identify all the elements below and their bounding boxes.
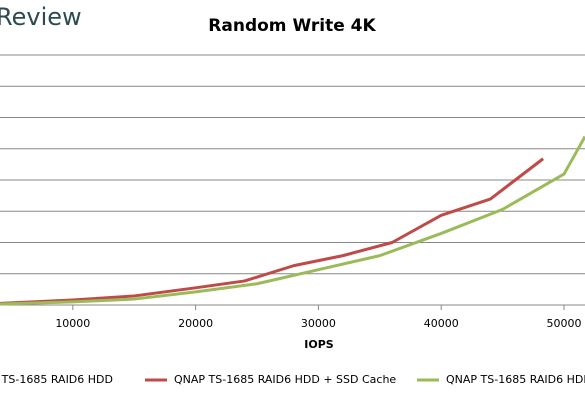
x-tick-label: 40000: [424, 317, 459, 330]
series-line: [0, 157, 545, 305]
brand: Review: [0, 3, 82, 31]
x-tick-label: 30000: [301, 317, 336, 330]
chart-title: Random Write 4K: [208, 16, 376, 36]
series-line: [0, 135, 585, 306]
legend-label: QNAP TS-1685 RAID6 HDD + SSD Cache: [174, 373, 396, 386]
legend-label: QNAP TS-1685 RAID6 HDD: [446, 373, 585, 386]
x-tick-label: 10000: [55, 317, 90, 330]
legend-label: QNAP TS-1685 RAID6 HDD: [0, 373, 113, 386]
x-axis-label: IOPS: [304, 338, 334, 351]
x-tick-label: 20000: [178, 317, 213, 330]
x-tick-label: 50000: [547, 317, 582, 330]
